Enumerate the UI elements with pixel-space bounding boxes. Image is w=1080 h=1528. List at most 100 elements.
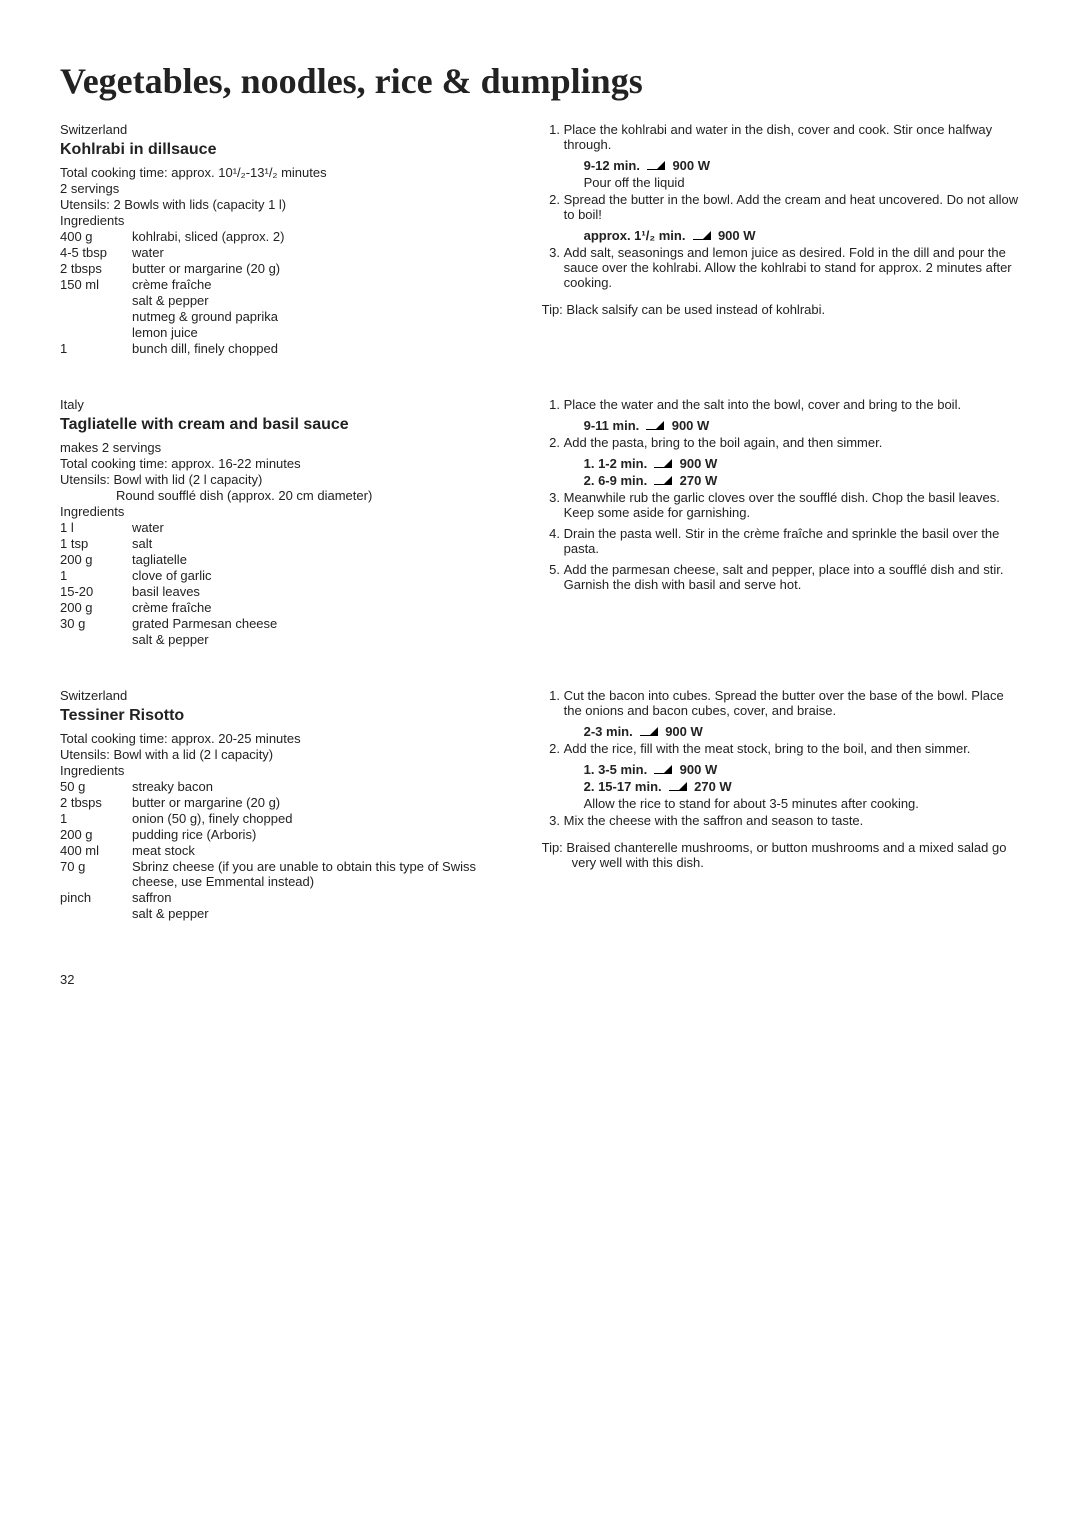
step-subline: 9-11 min. 900 W: [584, 418, 1020, 433]
recipe-country: Switzerland: [60, 688, 502, 703]
recipe-meta: Utensils: 2 Bowls with lids (capacity 1 …: [60, 197, 502, 212]
ingredients-table: 1 lwater1 tspsalt200 gtagliatelle1clove …: [60, 520, 281, 648]
recipe-steps: Place the water and the salt into the bo…: [542, 397, 1020, 592]
ingredient-item: kohlrabi, sliced (approx. 2): [132, 229, 288, 245]
ingredient-qty: 400 g: [60, 229, 132, 245]
recipe-meta: Total cooking time: approx. 20-25 minute…: [60, 731, 502, 746]
recipe-step: Meanwhile rub the garlic cloves over the…: [564, 490, 1020, 520]
table-row: 15-20basil leaves: [60, 584, 281, 600]
ingredient-item: nutmeg & ground paprika: [132, 309, 288, 325]
table-row: 4-5 tbspwater: [60, 245, 288, 261]
recipe-meta: Ingredients: [60, 504, 502, 519]
step-text: Drain the pasta well. Stir in the crème …: [564, 526, 1000, 556]
table-row: 400 gkohlrabi, sliced (approx. 2): [60, 229, 288, 245]
recipe-meta: Utensils: Bowl with a lid (2 l capacity): [60, 747, 502, 762]
recipe-tip: Tip: Braised chanterelle mushrooms, or b…: [542, 840, 1020, 870]
step-text: Add the rice, fill with the meat stock, …: [564, 741, 971, 756]
recipe-meta: Ingredients: [60, 213, 502, 228]
step-text: Place the water and the salt into the bo…: [564, 397, 961, 412]
ingredient-item: crème fraîche: [132, 277, 288, 293]
microwave-icon: [646, 421, 664, 430]
ingredient-qty: 1: [60, 568, 132, 584]
ingredient-qty: 2 tbsps: [60, 261, 132, 277]
ingredient-item: water: [132, 520, 281, 536]
ingredient-item: lemon juice: [132, 325, 288, 341]
power-text: 270 W: [680, 473, 718, 488]
recipe-left: SwitzerlandKohlrabi in dillsauceTotal co…: [60, 122, 502, 357]
table-row: 150 mlcrème fraîche: [60, 277, 288, 293]
table-row: salt & pepper: [60, 293, 288, 309]
recipe-meta: 2 servings: [60, 181, 502, 196]
recipe-meta: Total cooking time: approx. 10¹/₂-13¹/₂ …: [60, 165, 502, 180]
ingredient-item: butter or margarine (20 g): [132, 795, 502, 811]
power-text: approx. 1¹/₂ min.: [584, 228, 686, 243]
recipe-title: Kohlrabi in dillsauce: [60, 141, 502, 159]
power-text: 900 W: [672, 418, 710, 433]
recipe-step: Mix the cheese with the saffron and seas…: [564, 813, 1020, 828]
ingredient-qty: 2 tbsps: [60, 795, 132, 811]
ingredient-item: salt & pepper: [132, 632, 281, 648]
table-row: 200 gcrème fraîche: [60, 600, 281, 616]
recipe-meta: Total cooking time: approx. 16-22 minute…: [60, 456, 502, 471]
ingredient-qty: 200 g: [60, 827, 132, 843]
recipe: Switzerland Tessiner Risotto Total cooking…: [60, 688, 1020, 922]
recipe-steps: Place the kohlrabi and water in the dish…: [542, 122, 1020, 290]
recipe-right: Place the kohlrabi and water in the dish…: [542, 122, 1020, 357]
table-row: 400 mlmeat stock: [60, 843, 502, 859]
ingredient-qty: 200 g: [60, 552, 132, 568]
table-row: 1bunch dill, finely chopped: [60, 341, 288, 357]
table-row: 1onion (50 g), finely chopped: [60, 811, 502, 827]
step-text: Add salt, seasonings and lemon juice as …: [564, 245, 1012, 290]
table-row: 2 tbspsbutter or margarine (20 g): [60, 261, 288, 277]
recipe-steps: Cut the bacon into cubes. Spread the but…: [542, 688, 1020, 828]
ingredients-table: 400 gkohlrabi, sliced (approx. 2)4-5 tbs…: [60, 229, 288, 357]
table-row: 200 gpudding rice (Arboris): [60, 827, 502, 843]
ingredient-qty: 15-20: [60, 584, 132, 600]
table-row: 30 ggrated Parmesan cheese: [60, 616, 281, 632]
step-text: Add the pasta, bring to the boil again, …: [564, 435, 883, 450]
recipe-meta: Utensils: Bowl with lid (2 l capacity): [60, 472, 502, 487]
ingredient-qty: 4-5 tbsp: [60, 245, 132, 261]
ingredient-qty: 200 g: [60, 600, 132, 616]
power-text: 1. 3-5 min.: [584, 762, 648, 777]
ingredient-item: salt & pepper: [132, 293, 288, 309]
ingredient-item: grated Parmesan cheese: [132, 616, 281, 632]
recipe-right: Place the water and the salt into the bo…: [542, 397, 1020, 648]
table-row: 50 gstreaky bacon: [60, 779, 502, 795]
recipe: ItalyTagliatelle with cream and basil sa…: [60, 397, 1020, 648]
step-subline: Pour off the liquid: [584, 175, 1020, 190]
recipe-step: Spread the butter in the bowl. Add the c…: [564, 192, 1020, 222]
step-subline: 2. 15-17 min. 270 W: [584, 779, 1020, 794]
recipe-step: Add the rice, fill with the meat stock, …: [564, 741, 1020, 756]
table-row: 1 tspsalt: [60, 536, 281, 552]
table-row: 200 gtagliatelle: [60, 552, 281, 568]
power-text: 900 W: [680, 456, 718, 471]
recipe-meta: makes 2 servings: [60, 440, 502, 455]
table-row: 2 tbspsbutter or margarine (20 g): [60, 795, 502, 811]
ingredient-item: basil leaves: [132, 584, 281, 600]
power-text: 9-11 min.: [584, 418, 640, 433]
recipes-container: Switzerland Kohlrabi in dillsauce Total co…: [60, 122, 1020, 922]
ingredient-qty: [60, 906, 132, 922]
power-text: 2-3 min.: [584, 724, 633, 739]
power-text: 2. 15-17 min.: [584, 779, 662, 794]
power-text: 900 W: [665, 724, 703, 739]
step-subline: 9-12 min. 900 W: [584, 158, 1020, 173]
recipe-right: Cut the bacon into cubes. Spread the but…: [542, 688, 1020, 922]
step-text: Place the kohlrabi and water in the dish…: [564, 122, 993, 152]
step-text: Cut the bacon into cubes. Spread the but…: [564, 688, 1004, 718]
ingredient-item: Sbrinz cheese (if you are unable to obta…: [132, 859, 502, 890]
table-row: salt & pepper: [60, 906, 502, 922]
ingredient-item: crème fraîche: [132, 600, 281, 616]
power-text: 900 W: [672, 158, 710, 173]
ingredient-qty: 50 g: [60, 779, 132, 795]
ingredient-item: onion (50 g), finely chopped: [132, 811, 502, 827]
ingredient-qty: 400 ml: [60, 843, 132, 859]
recipe-step: Cut the bacon into cubes. Spread the but…: [564, 688, 1020, 718]
recipe-title: Tessiner Risotto: [60, 707, 502, 725]
microwave-icon: [693, 231, 711, 240]
recipe-tip: Tip: Black salsify can be used instead o…: [542, 302, 1020, 317]
ingredient-item: clove of garlic: [132, 568, 281, 584]
recipe-title: Tagliatelle with cream and basil sauce: [60, 416, 502, 434]
ingredient-item: salt: [132, 536, 281, 552]
